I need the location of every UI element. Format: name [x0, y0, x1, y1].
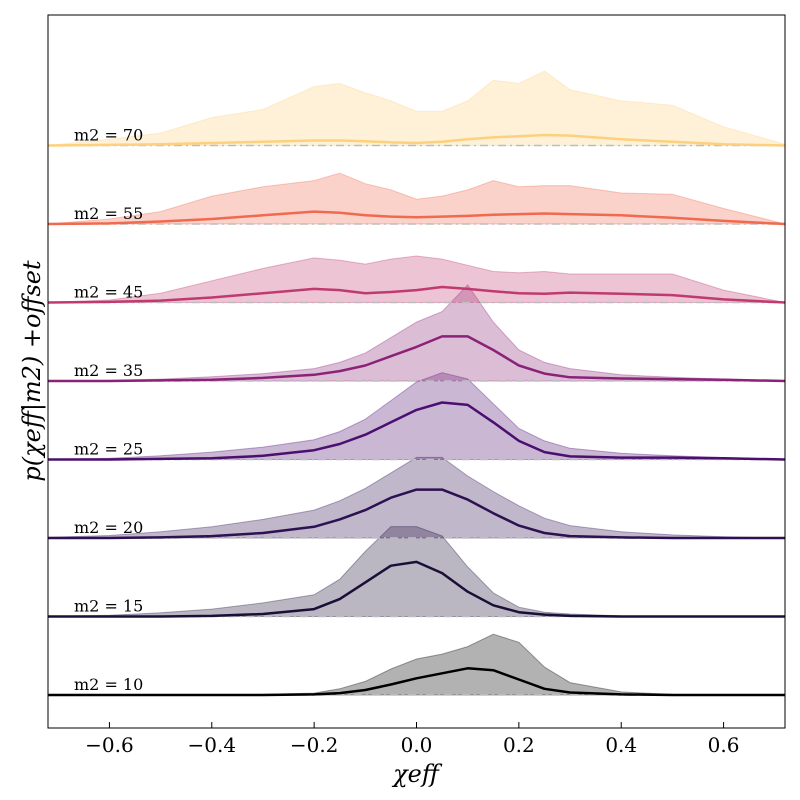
series-label-7: m2 = 70	[74, 126, 143, 145]
series-label-1: m2 = 15	[74, 597, 143, 616]
series-band-5	[47, 255, 786, 303]
x-axis-title: χeff	[391, 760, 443, 788]
series-median-2	[48, 488, 785, 540]
series-median-5	[47, 285, 786, 304]
x-tick-label-3: 0.0	[401, 733, 433, 757]
series-band-6	[47, 172, 786, 225]
series-band-0	[48, 633, 785, 696]
series-label-4: m2 = 35	[74, 361, 143, 380]
series-label-3: m2 = 25	[74, 440, 143, 459]
series-label-0: m2 = 10	[74, 675, 143, 694]
x-tick-label-0: −0.6	[85, 733, 134, 757]
x-tick-label-6: 0.6	[708, 733, 740, 757]
series-label-5: m2 = 45	[74, 283, 143, 302]
series-median-6	[47, 210, 786, 226]
series-median-4	[48, 335, 786, 383]
x-axis-ticks: −0.6 −0.4 −0.2 0.0 0.2 0.4 0.6	[85, 722, 739, 757]
series-label-2: m2 = 20	[74, 518, 143, 537]
x-tick-label-4: 0.2	[503, 733, 535, 757]
series-band-1	[47, 526, 785, 617]
series-band-3	[47, 372, 786, 460]
y-axis-title: p(χeff|m2) +offset	[18, 260, 47, 482]
series-bands	[47, 70, 786, 696]
series-band-7	[47, 70, 786, 146]
x-tick-label-5: 0.4	[605, 733, 637, 757]
series-medians	[47, 133, 786, 697]
x-tick-label-1: −0.4	[187, 733, 236, 757]
series-median-7	[47, 133, 786, 147]
series-band-2	[47, 456, 786, 539]
series-median-0	[48, 667, 785, 697]
series-labels: m2 = 10 m2 = 15 m2 = 20 m2 = 25 m2 = 35 m2 = …	[74, 126, 143, 695]
series-median-1	[48, 560, 785, 618]
series-median-3	[48, 401, 786, 461]
x-tick-label-2: −0.2	[290, 733, 339, 757]
series-band-4	[47, 284, 786, 382]
series-label-6: m2 = 55	[74, 204, 143, 223]
